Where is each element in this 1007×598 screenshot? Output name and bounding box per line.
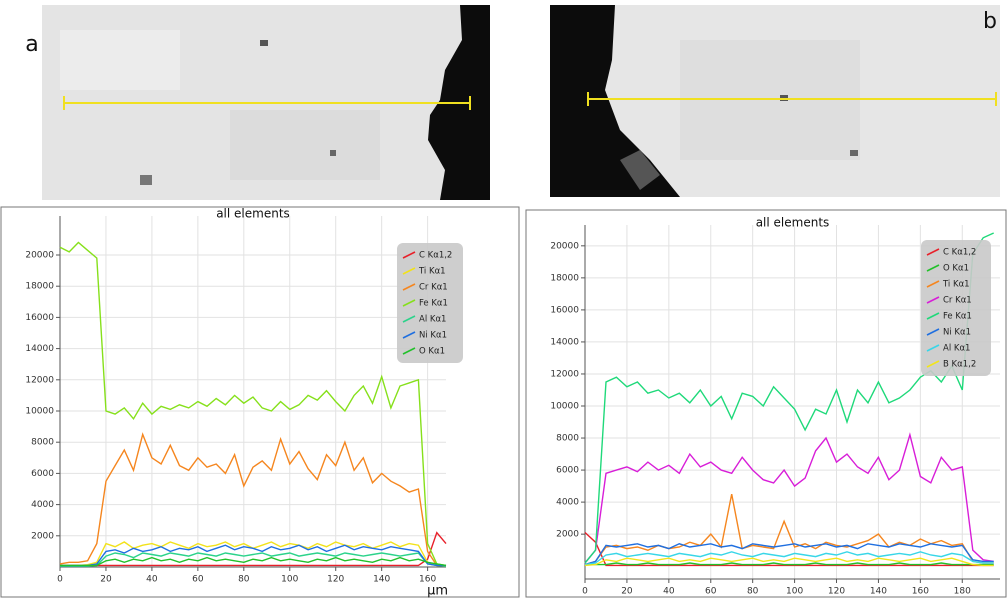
legend-swatch: [926, 264, 940, 272]
x-tick-label: 20: [100, 575, 112, 585]
chart-frame: [0, 206, 520, 598]
legend-swatch: [926, 344, 940, 352]
y-tick-label: 18000: [25, 282, 54, 292]
data-line: [60, 556, 447, 567]
data-line: [584, 557, 994, 567]
legend-label: Cr Kα1: [943, 296, 972, 306]
data-line: [59, 432, 447, 567]
legend-swatch: [402, 347, 416, 355]
legend-label: Cr Kα1: [419, 283, 448, 293]
chart-title: all elements: [756, 216, 830, 230]
y-tick-label: 16000: [550, 305, 579, 315]
x-tick-label: 160: [419, 575, 436, 585]
x-tick-label: 0: [57, 575, 63, 585]
legend-swatch: [402, 299, 416, 307]
legend-label: Al Kα1: [419, 315, 446, 325]
data-line: [585, 562, 994, 566]
data-line: [584, 531, 994, 567]
data-line: [584, 432, 994, 564]
micrograph-a: [42, 5, 490, 200]
legend-label: Fe Kα1: [419, 299, 448, 309]
x-tick-label: 0: [582, 587, 588, 597]
legend-swatch: [402, 315, 416, 323]
x-tick-label: 100: [281, 575, 298, 585]
legend-label: Ti Kα1: [942, 280, 970, 290]
legend-swatch: [926, 312, 940, 320]
data-line: [59, 241, 447, 567]
x-tick-label: 60: [192, 575, 204, 585]
legend-label: B Kα1,2: [943, 360, 976, 370]
y-tick-label: 10000: [550, 402, 579, 412]
data-line: [584, 551, 994, 566]
x-tick-label: 100: [786, 587, 803, 597]
y-tick-label: 12000: [25, 375, 54, 385]
legend-label: O Kα1: [419, 347, 445, 357]
legend-swatch: [926, 328, 940, 336]
x-tick-label: 40: [146, 575, 158, 585]
legend-swatch: [926, 360, 940, 368]
legend-label: Al Kα1: [943, 344, 970, 354]
legend-swatch: [402, 331, 416, 339]
y-tick-label: 2000: [31, 531, 54, 541]
y-tick-label: 2000: [556, 530, 579, 540]
legend-box: [921, 240, 991, 376]
y-tick-label: 14000: [25, 344, 54, 354]
chart-frame: [525, 209, 1007, 598]
x-tick-label: 60: [705, 587, 717, 597]
x-tick-label: 120: [327, 575, 344, 585]
chart-title: all elements: [216, 207, 290, 221]
y-tick-label: 8000: [31, 438, 54, 448]
y-tick-label: 12000: [550, 369, 579, 379]
x-tick-label: 40: [663, 587, 675, 597]
y-tick-label: 6000: [556, 466, 579, 476]
x-tick-label: 80: [747, 587, 759, 597]
y-tick-label: 16000: [25, 313, 54, 323]
x-tick-label: 140: [870, 587, 887, 597]
legend-swatch: [402, 267, 416, 275]
data-line: [60, 544, 446, 567]
x-axis-label: µm: [981, 596, 1002, 598]
panel-label: a: [25, 32, 38, 57]
x-tick-label: 140: [373, 575, 390, 585]
legend-label: Ni Kα1: [419, 331, 447, 341]
data-line: [60, 552, 447, 567]
y-tick-label: 20000: [550, 241, 579, 251]
y-tick-label: 10000: [25, 407, 54, 417]
x-tick-label: 120: [828, 587, 845, 597]
y-tick-label: 18000: [550, 273, 579, 283]
micrograph-b: [550, 5, 1000, 197]
legend-swatch: [926, 280, 940, 288]
legend-label: Ti Kα1: [418, 267, 446, 277]
data-line: [584, 493, 994, 566]
legend-swatch: [926, 248, 940, 256]
y-tick-label: 14000: [550, 337, 579, 347]
data-line: [60, 531, 447, 567]
legend-swatch: [402, 251, 416, 259]
legend-swatch: [926, 296, 940, 304]
legend-swatch: [402, 283, 416, 291]
legend-label: C Kα1,2: [419, 251, 452, 261]
y-tick-label: 4000: [556, 498, 579, 508]
x-tick-label: 80: [238, 575, 250, 585]
legend-label: C Kα1,2: [943, 248, 976, 258]
y-tick-label: 8000: [556, 434, 579, 444]
x-tick-label: 160: [912, 587, 929, 597]
x-axis-label: µm: [427, 584, 448, 598]
x-tick-label: 20: [621, 587, 633, 597]
legend-label: Ni Kα1: [943, 328, 971, 338]
y-tick-label: 20000: [25, 251, 54, 261]
x-tick-label: 180: [954, 587, 971, 597]
panel-label: b: [983, 9, 997, 34]
y-tick-label: 6000: [31, 469, 54, 479]
data-line: [584, 543, 994, 566]
y-tick-label: 4000: [31, 500, 54, 510]
legend-label: O Kα1: [943, 264, 969, 274]
legend-label: Fe Kα1: [943, 312, 972, 322]
